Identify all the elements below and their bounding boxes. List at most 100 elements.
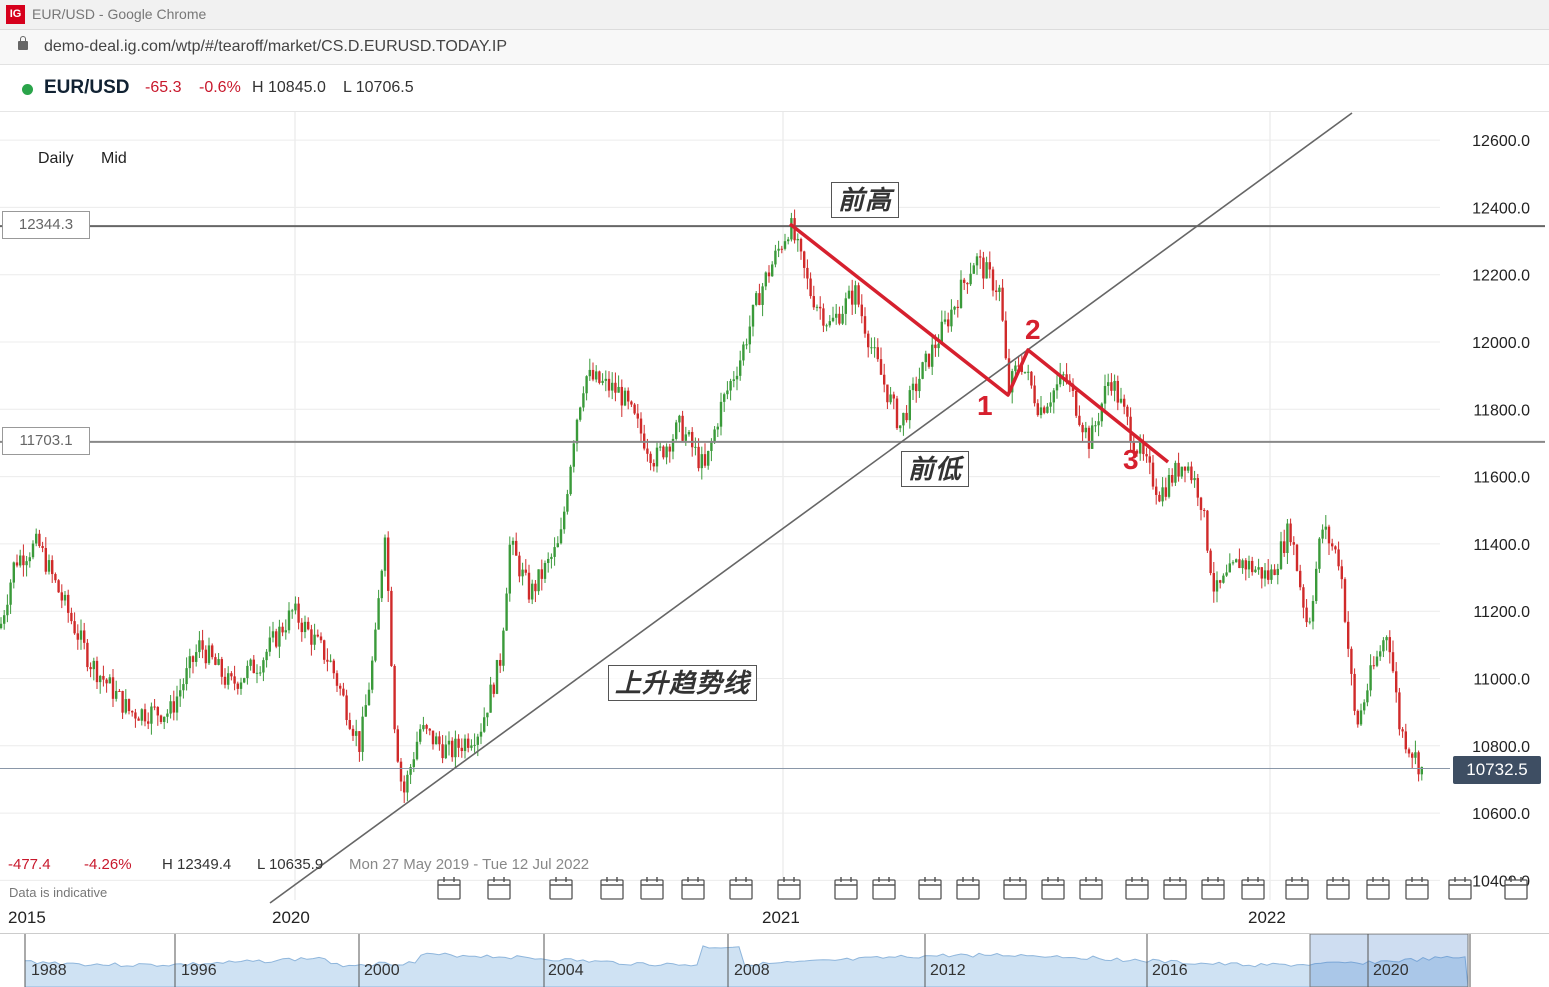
candle-body bbox=[1382, 640, 1385, 652]
candle-body bbox=[3, 615, 6, 624]
candle-body bbox=[927, 353, 931, 367]
candle-body bbox=[1247, 560, 1251, 570]
candle-body bbox=[1321, 529, 1324, 539]
candle-body bbox=[1055, 384, 1059, 391]
y-tick-label: 11800.0 bbox=[1473, 402, 1530, 419]
address-bar[interactable]: demo-deal.ig.com/wtp/#/tearoff/market/CS… bbox=[0, 30, 1549, 65]
candle-body bbox=[1257, 567, 1260, 570]
candle-body bbox=[902, 412, 905, 426]
candle-body bbox=[486, 712, 489, 718]
y-tick-label: 12000.0 bbox=[1472, 335, 1530, 352]
candle-body bbox=[550, 556, 553, 559]
candle-body bbox=[931, 344, 934, 367]
calendar-event-icon bbox=[1326, 877, 1350, 900]
candle-body bbox=[1270, 569, 1273, 580]
market-symbol: EUR/USD bbox=[44, 77, 130, 98]
url-text[interactable]: demo-deal.ig.com/wtp/#/tearoff/market/CS… bbox=[44, 38, 507, 55]
candle-body bbox=[809, 278, 812, 297]
candle-body bbox=[1017, 365, 1020, 367]
candle-body bbox=[1193, 478, 1196, 481]
candle-body bbox=[463, 738, 467, 752]
candle-body bbox=[636, 413, 639, 419]
calendar-event-icon bbox=[729, 877, 753, 900]
candle-body bbox=[495, 660, 499, 694]
candle-body bbox=[857, 285, 860, 305]
candle-body bbox=[25, 561, 28, 566]
candle-body bbox=[908, 390, 911, 421]
candle-body bbox=[1244, 560, 1247, 570]
history-navigator[interactable]: 1988 1996 2000 2004 2008 2012 2016 2020 bbox=[0, 933, 1549, 987]
candle-body bbox=[1174, 462, 1177, 483]
candle-body bbox=[47, 560, 51, 572]
candle-body bbox=[265, 651, 268, 661]
candle-body bbox=[1369, 665, 1372, 691]
candle-body bbox=[739, 360, 742, 376]
price-type-selector[interactable]: Mid bbox=[101, 150, 127, 167]
candle-body bbox=[412, 759, 415, 768]
candle-body bbox=[163, 716, 166, 722]
navigator-sparkline bbox=[24, 934, 1471, 987]
candle-body bbox=[1331, 543, 1334, 547]
candle-body bbox=[51, 560, 54, 575]
candle-body bbox=[19, 555, 22, 566]
candle-body bbox=[1084, 427, 1087, 433]
lower-level-label[interactable]: 11703.1 bbox=[2, 427, 90, 455]
candle-body bbox=[556, 543, 559, 548]
candle-body bbox=[991, 269, 995, 291]
candle-body bbox=[828, 321, 831, 326]
annotation-point-1: 1 bbox=[977, 390, 993, 421]
candle-body bbox=[1023, 371, 1027, 373]
candle-body bbox=[1049, 402, 1052, 407]
calendar-event-icon bbox=[1504, 877, 1528, 900]
candle-body bbox=[323, 640, 326, 660]
candle-body bbox=[310, 629, 313, 645]
candle-body bbox=[169, 701, 172, 714]
candle-body bbox=[1126, 406, 1129, 417]
ig-logo: IG bbox=[6, 5, 25, 24]
annotation-prev-high: 前高 bbox=[831, 182, 900, 218]
candle-body bbox=[1004, 320, 1007, 359]
browser-titlebar: IG EUR/USD - Google Chrome bbox=[0, 0, 1549, 30]
candle-body bbox=[630, 401, 633, 405]
candle-body bbox=[1254, 569, 1257, 573]
candle-body bbox=[220, 659, 223, 677]
candle-body bbox=[188, 656, 191, 669]
candle-body bbox=[201, 640, 204, 650]
candle-body bbox=[1225, 572, 1228, 576]
interval-selector[interactable]: Daily bbox=[38, 150, 74, 167]
candle-body bbox=[371, 660, 374, 690]
candle-body bbox=[1414, 752, 1417, 758]
candle-body bbox=[41, 546, 44, 549]
navigator-window[interactable] bbox=[1309, 934, 1469, 987]
candle-body bbox=[99, 675, 102, 683]
candle-body bbox=[1395, 671, 1398, 693]
candle-body bbox=[751, 304, 755, 327]
candle-body bbox=[547, 558, 550, 564]
upper-level-label[interactable]: 12344.3 bbox=[2, 211, 90, 239]
calendar-event-icon bbox=[549, 877, 573, 900]
candle-body bbox=[294, 603, 297, 611]
annotation-point-3: 3 bbox=[1123, 444, 1139, 475]
candle-body bbox=[377, 598, 380, 630]
calendar-event-icon bbox=[1448, 877, 1472, 900]
candle-body bbox=[467, 738, 470, 748]
candle-body bbox=[111, 677, 115, 699]
candle-body bbox=[505, 593, 508, 631]
navigator-year: 2016 bbox=[1152, 962, 1188, 979]
candle-body bbox=[851, 290, 854, 305]
candle-body bbox=[0, 623, 3, 629]
candle-body bbox=[707, 450, 710, 466]
candle-body bbox=[1119, 398, 1123, 403]
candle-body bbox=[406, 774, 409, 793]
candle-body bbox=[1007, 358, 1011, 393]
calendar-event-icon bbox=[487, 877, 511, 900]
candle-body bbox=[1356, 710, 1359, 725]
candle-body bbox=[604, 378, 607, 381]
data-disclaimer: Data is indicative bbox=[9, 885, 108, 900]
candle-body bbox=[1238, 559, 1241, 569]
candle-body bbox=[806, 267, 809, 279]
candle-body bbox=[745, 344, 748, 346]
candle-body bbox=[1372, 665, 1375, 667]
candle-body bbox=[387, 537, 390, 591]
